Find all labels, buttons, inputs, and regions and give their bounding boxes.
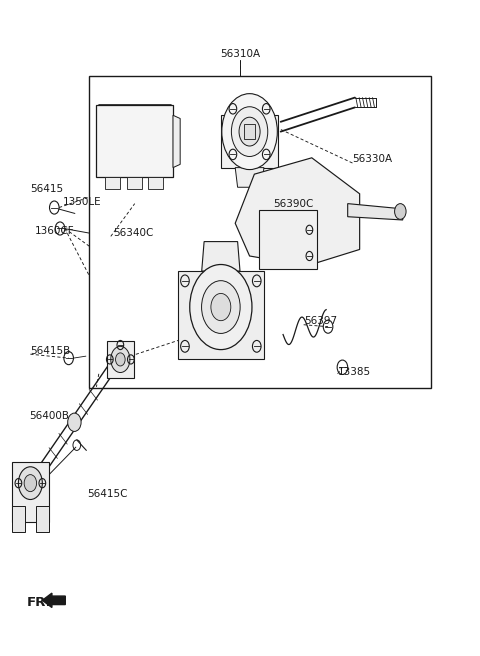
Bar xyxy=(148,177,163,189)
Text: 56415: 56415 xyxy=(30,184,63,194)
Polygon shape xyxy=(107,341,134,378)
Text: 1350LE: 1350LE xyxy=(63,197,102,207)
Polygon shape xyxy=(235,158,360,266)
Text: 56415C: 56415C xyxy=(87,489,127,499)
FancyArrow shape xyxy=(42,593,65,607)
Circle shape xyxy=(211,293,231,321)
Circle shape xyxy=(190,264,252,350)
Polygon shape xyxy=(12,506,24,532)
Bar xyxy=(105,177,120,189)
Circle shape xyxy=(116,353,125,366)
Polygon shape xyxy=(36,506,48,532)
Circle shape xyxy=(18,467,42,499)
Text: 56340C: 56340C xyxy=(113,228,154,238)
Polygon shape xyxy=(96,106,173,177)
Text: 56397: 56397 xyxy=(305,316,338,327)
Text: 56390C: 56390C xyxy=(274,199,314,209)
Circle shape xyxy=(111,346,130,373)
Text: FR.: FR. xyxy=(27,596,52,609)
Circle shape xyxy=(222,94,277,170)
Circle shape xyxy=(24,475,36,491)
Circle shape xyxy=(239,117,260,146)
Polygon shape xyxy=(221,115,278,168)
Polygon shape xyxy=(173,115,180,168)
Text: 1360CF: 1360CF xyxy=(35,226,75,236)
Text: 56330A: 56330A xyxy=(352,154,393,164)
Bar xyxy=(127,177,142,189)
Text: 56400B: 56400B xyxy=(29,411,70,421)
Text: 56310A: 56310A xyxy=(220,49,260,60)
Polygon shape xyxy=(348,203,403,220)
Polygon shape xyxy=(259,210,317,269)
Circle shape xyxy=(68,413,81,432)
Circle shape xyxy=(395,203,406,219)
Polygon shape xyxy=(235,168,264,187)
Bar xyxy=(89,76,432,388)
Polygon shape xyxy=(178,271,264,359)
Circle shape xyxy=(231,107,268,157)
Bar xyxy=(244,125,255,139)
Circle shape xyxy=(202,281,240,333)
Text: 56415B: 56415B xyxy=(30,346,71,356)
Polygon shape xyxy=(202,241,240,271)
Text: 13385: 13385 xyxy=(338,367,371,377)
Polygon shape xyxy=(12,462,48,522)
